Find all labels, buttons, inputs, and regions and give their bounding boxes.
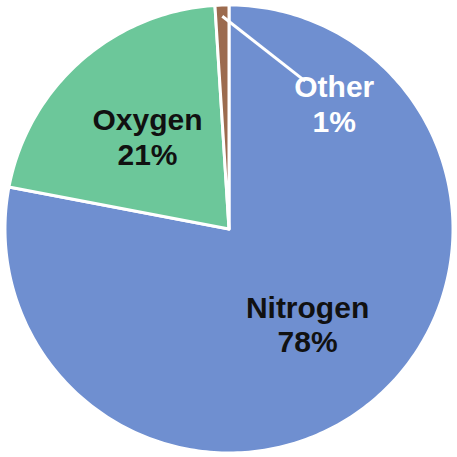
- svg-text:Nitrogen78%: Nitrogen78%: [246, 291, 369, 359]
- svg-text:Oxygen21%: Oxygen21%: [92, 103, 202, 170]
- svg-text:Other1%: Other1%: [294, 70, 374, 138]
